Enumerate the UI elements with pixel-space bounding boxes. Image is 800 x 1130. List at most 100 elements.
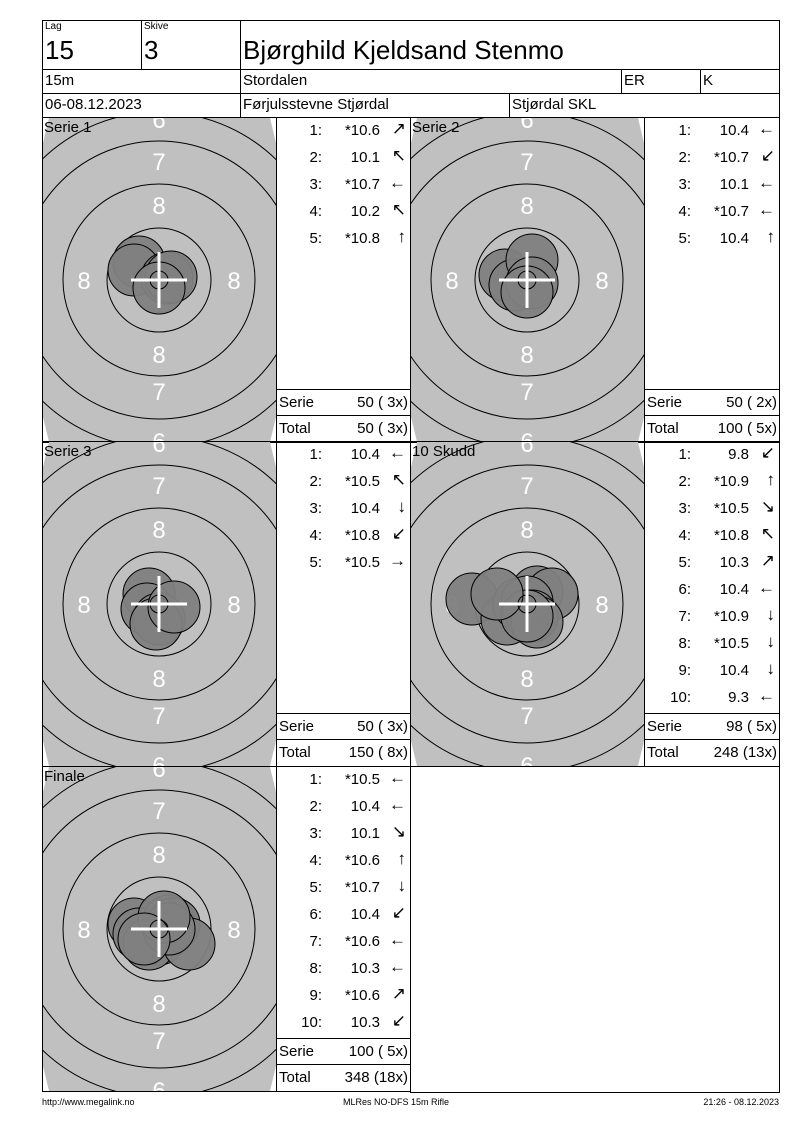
serie-label: Serie	[647, 718, 683, 735]
shot-row: 8: 10.3 ←	[277, 956, 410, 983]
target-ring	[430, 507, 624, 701]
ring-number: 6	[152, 442, 165, 458]
ring-number: 6	[152, 429, 165, 442]
target-ring	[62, 832, 256, 1026]
shot-number: 4:	[309, 527, 322, 544]
serie-score: 50 ( 3x)	[357, 394, 408, 411]
shot-list: 1: *10.6 ↗ 2: 10.1 ↖ 3: *10.7 ← 4: 10.2 ↖ 5: *10.8 ↑ Se…	[276, 118, 410, 442]
shot-row: 8: *10.5 ↓	[645, 631, 779, 658]
target-ring	[43, 140, 276, 420]
shot-number: 10:	[301, 1014, 322, 1031]
footer-timestamp: 21:26 - 08.12.2023	[703, 1097, 779, 1107]
empty-panel	[410, 766, 780, 1093]
direction-arrow-icon: ↗	[391, 984, 406, 1003]
target-ring	[411, 140, 644, 420]
skive-label: Skive	[144, 21, 169, 32]
target: 7 7 8 8 8 8 6 6	[411, 118, 644, 442]
ring-number: 8	[227, 268, 240, 295]
shot-score: 10.1	[350, 825, 380, 842]
shot-score: 10.4	[719, 230, 749, 247]
shot-number: 5:	[678, 230, 691, 247]
total-sum-row: Total 100 ( 5x)	[645, 415, 779, 442]
series-title: Serie 3	[44, 443, 92, 460]
shot-score: *10.5	[713, 500, 749, 517]
serie-sum-row: Serie 50 ( 2x)	[645, 389, 779, 416]
footer-url[interactable]: http://www.megalink.no	[42, 1097, 135, 1107]
shot-score: *10.7	[713, 203, 749, 220]
shot-row: 6: 10.4 ↙	[277, 902, 410, 929]
shot-hole	[117, 912, 171, 966]
direction-arrow-icon: ↗	[391, 119, 406, 138]
shot-score: 10.3	[719, 554, 749, 571]
shot-number: 2:	[678, 149, 691, 166]
shot-number: 4:	[678, 203, 691, 220]
direction-arrow-icon: ←	[389, 768, 406, 787]
shot-number: 7:	[309, 933, 322, 950]
direction-arrow-icon: ←	[758, 119, 775, 138]
total-sum-row: Total 248 (13x)	[645, 739, 779, 766]
shot-row: 4: *10.6 ↑	[277, 848, 410, 875]
shot-row: 5: *10.5 →	[277, 550, 410, 577]
serie-label: Serie	[647, 394, 683, 411]
shot-row: 2: *10.5 ↖	[277, 469, 410, 496]
shot-number: 3:	[309, 176, 322, 193]
shot-number: 6:	[678, 581, 691, 598]
series-title: Serie 2	[412, 119, 460, 136]
club: Stordalen	[243, 72, 308, 89]
lag-cell: Lag 15	[42, 20, 142, 70]
series-panel: 10 Skudd778888661:9.8↙2:*10.9↑3:*10.5↘4:…	[410, 441, 780, 767]
ring-number: 8	[152, 517, 165, 544]
target-ring	[62, 507, 256, 701]
shot-number: 3:	[309, 825, 322, 842]
shot-number: 1:	[309, 771, 322, 788]
shot-row: 7: *10.9 ↓	[645, 604, 779, 631]
direction-arrow-icon: ↓	[397, 876, 407, 895]
total-sum-row: Total 50 ( 3x)	[277, 415, 410, 442]
total-score: 348 (18x)	[344, 1069, 408, 1086]
shot-row: 5: 10.4 ↑	[645, 226, 779, 253]
total-sum-row: Total 150 ( 8x)	[277, 739, 410, 766]
target: 7 7 8 8 8 8 6 6	[43, 118, 276, 442]
footer-software: MLRes NO-DFS 15m Rifle	[343, 1097, 450, 1107]
direction-arrow-icon: ←	[758, 578, 775, 597]
shot-number: 1:	[309, 122, 322, 139]
direction-arrow-icon: ↙	[760, 443, 775, 462]
shot-score: *10.7	[344, 176, 380, 193]
shot-row: 2: 10.4 ←	[277, 794, 410, 821]
target-ring	[430, 183, 624, 377]
shot-number: 4:	[678, 527, 691, 544]
shot-row: 2: *10.7 ↙	[645, 145, 779, 172]
serie-label: Serie	[279, 718, 315, 735]
shot-row: 10: 10.3 ↙	[277, 1010, 410, 1037]
total-label: Total	[647, 744, 679, 761]
shot-score: 10.3	[350, 960, 380, 977]
serie-score: 50 ( 3x)	[357, 718, 408, 735]
gender: K	[703, 72, 714, 89]
ring-number: 7	[152, 149, 165, 176]
direction-arrow-icon: ↑	[397, 227, 407, 246]
lag-value: 15	[45, 35, 74, 65]
target-ring	[106, 551, 212, 657]
ring-number: 8	[520, 517, 533, 544]
shot-row: 3: 10.4 ↓	[277, 496, 410, 523]
shot-row: 5: *10.8 ↑	[277, 226, 410, 253]
shot-row: 4: *10.7 ←	[645, 199, 779, 226]
shot-score: *10.7	[713, 149, 749, 166]
shot-score: 10.4	[719, 122, 749, 139]
ring-number: 8	[152, 193, 165, 220]
serie-sum-row: Serie 50 ( 3x)	[277, 389, 410, 416]
direction-arrow-icon: ←	[389, 173, 406, 192]
shot-score: *10.9	[713, 473, 749, 490]
shot-score: *10.5	[344, 473, 380, 490]
total-score: 50 ( 3x)	[357, 420, 408, 437]
target: 7 7 8 8 8 8 6 6	[43, 767, 276, 1091]
shot-score: 10.4	[350, 798, 380, 815]
ring-number: 8	[152, 991, 165, 1018]
shot-score: *10.5	[713, 635, 749, 652]
series-panel: Serie 2 7 7 8 8 8 8 6 6 1: 10.4 ← 2: *10.7 ↙ 3: 10.1 ← 4: *…	[410, 117, 780, 443]
direction-arrow-icon: ←	[389, 957, 406, 976]
shot-row: 3: *10.5 ↘	[645, 496, 779, 523]
ring-number: 6	[152, 1078, 165, 1091]
ring-number: 7	[152, 1028, 165, 1055]
